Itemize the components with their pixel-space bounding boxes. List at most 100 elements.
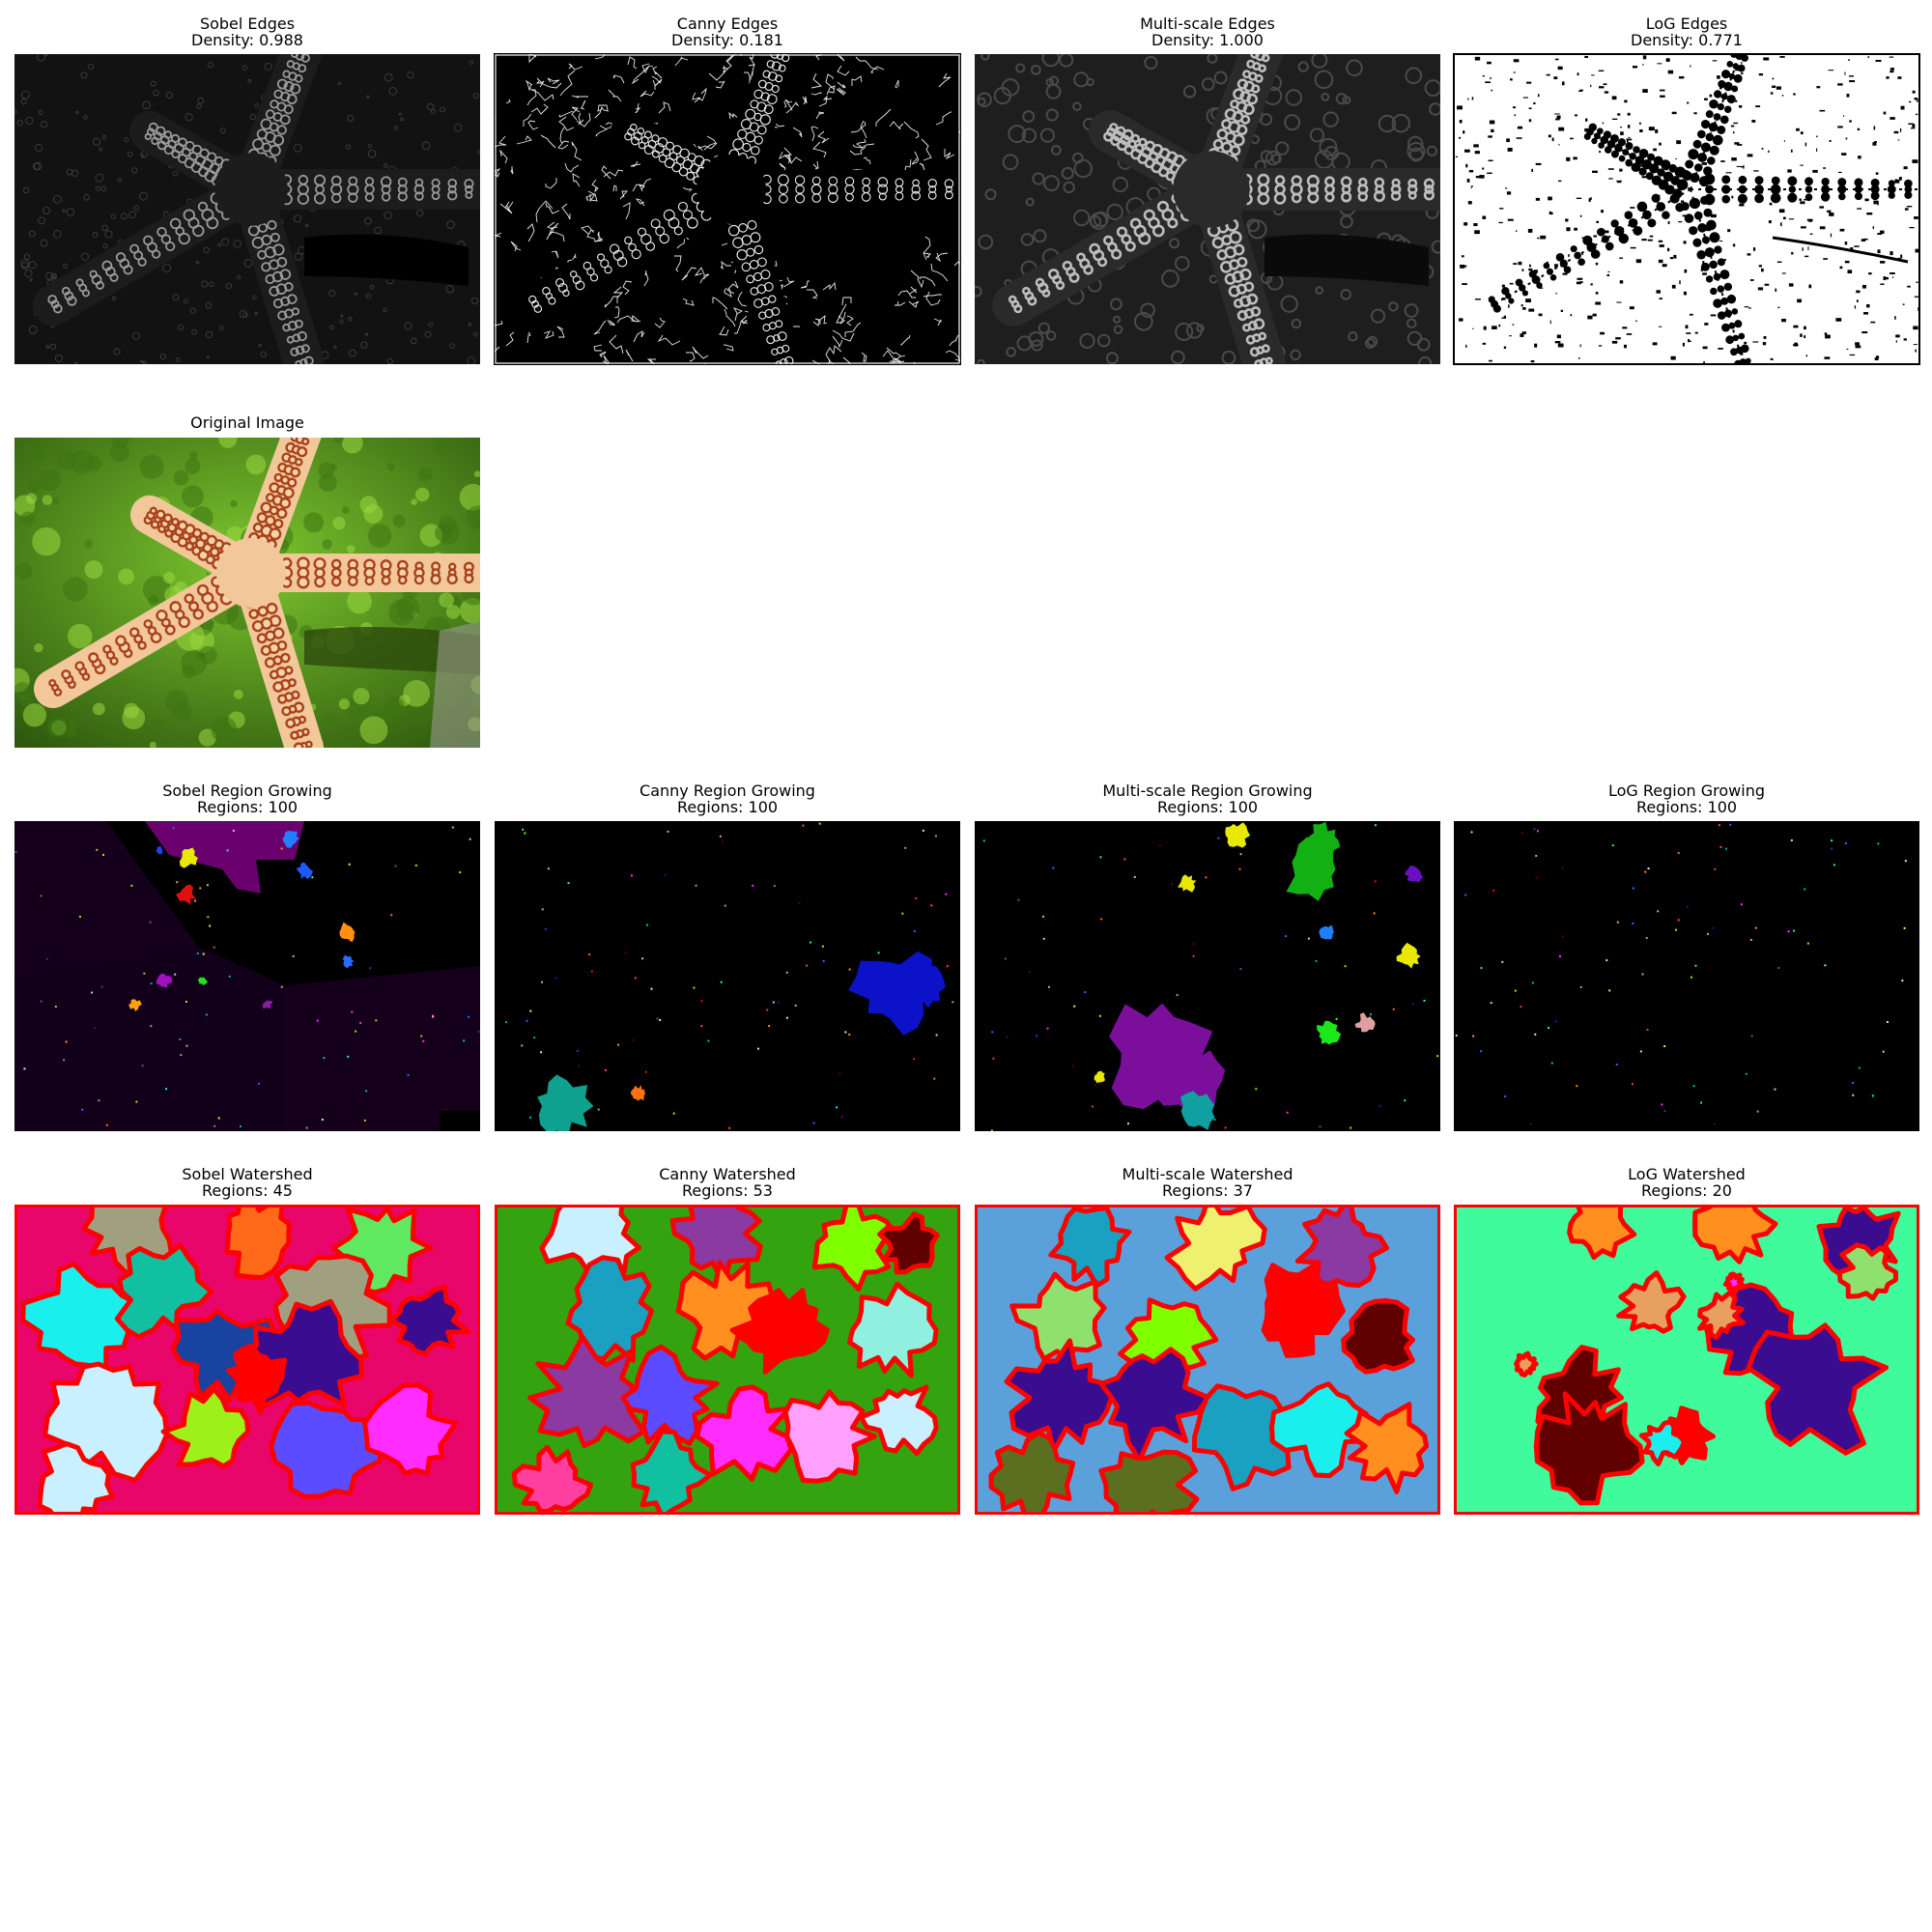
texture-blur <box>1406 318 1417 329</box>
starfish-plate <box>156 610 168 622</box>
noise-speck <box>1522 97 1528 99</box>
region-seed <box>1792 929 1795 932</box>
region-blob <box>899 964 946 1009</box>
edge-contour <box>594 231 603 242</box>
starfish-plate <box>283 81 295 92</box>
algae-clump <box>211 717 238 744</box>
algae-clump <box>459 483 480 511</box>
region-dark-b <box>14 947 285 1131</box>
starfish-plate <box>1787 176 1798 186</box>
starfish-plate <box>1582 235 1593 245</box>
starfish-plate <box>1625 158 1634 167</box>
texture-speck <box>393 126 398 130</box>
region-seed <box>105 1123 108 1126</box>
starfish-plate <box>630 124 638 131</box>
noise-speck <box>1835 318 1842 322</box>
region-seed <box>1370 1013 1373 1016</box>
starfish-plate <box>364 192 375 202</box>
watershed-region <box>1294 1205 1390 1290</box>
region-seed <box>1641 973 1644 976</box>
panel-title: Canny Edges Density: 0.181 <box>495 15 960 48</box>
panel-title: Sobel Region Growing Regions: 100 <box>14 782 480 815</box>
algae-clump <box>332 516 346 530</box>
starfish-plate <box>1700 142 1711 153</box>
region-seed <box>1718 824 1720 827</box>
starfish-plate <box>413 184 425 195</box>
starfish-plate <box>861 191 871 202</box>
noise-speck <box>1483 326 1487 330</box>
region-seed <box>785 1016 788 1019</box>
texture-speck <box>411 337 417 345</box>
noise-speck <box>1843 115 1845 117</box>
watershed-border <box>1454 1205 1919 1515</box>
noise-speck <box>1757 287 1764 291</box>
texture-blur <box>1335 93 1348 105</box>
edge-contour <box>784 99 793 111</box>
region-seed <box>469 838 471 840</box>
algae-clump <box>139 454 164 479</box>
starfish-plate <box>272 243 285 256</box>
edge-contour <box>930 263 949 282</box>
texture-speck <box>101 224 108 232</box>
starfish-plate <box>927 190 937 200</box>
starfish-plate <box>272 134 285 146</box>
noise-speck <box>1669 257 1674 260</box>
texture-blur <box>984 188 997 201</box>
noise-speck <box>1635 259 1642 264</box>
algae-clump <box>367 524 392 548</box>
noise-speck <box>1687 101 1690 104</box>
texture-blur <box>1365 338 1376 349</box>
noise-speck <box>1504 187 1508 189</box>
starfish-plate <box>637 227 647 237</box>
region-seed <box>1844 842 1847 845</box>
region-seed <box>1804 888 1806 891</box>
region-seed <box>23 1067 26 1070</box>
starfish-plate <box>762 70 771 78</box>
texture-speck <box>206 355 210 359</box>
watershed-region <box>1514 1350 1539 1378</box>
texture-speck <box>83 115 88 120</box>
noise-speck <box>1527 228 1533 233</box>
noise-speck <box>1678 76 1685 79</box>
starfish-plate <box>279 269 292 280</box>
texture-speck <box>185 113 193 122</box>
texture-blur <box>1090 212 1108 230</box>
texture-blur <box>1370 308 1386 324</box>
region-seed <box>772 1001 775 1004</box>
canny-edge-image <box>494 53 961 365</box>
texture-blur <box>1297 61 1309 72</box>
algae-clump <box>46 717 68 738</box>
texture-blur <box>1073 209 1091 227</box>
region-seed <box>1133 875 1136 878</box>
edge-contour <box>527 120 539 130</box>
texture-speck <box>407 71 414 79</box>
panel-title-name: Multi-scale Region Growing <box>1102 781 1313 800</box>
texture-blur <box>1391 113 1411 133</box>
texture-blur <box>1175 322 1194 341</box>
noise-speck <box>1702 261 1705 265</box>
texture-speck <box>184 298 188 304</box>
region-seed <box>369 967 372 970</box>
original-photo <box>14 438 480 748</box>
starfish-plate <box>300 54 310 63</box>
region-seed <box>1520 1006 1522 1009</box>
texture-speck <box>63 264 68 269</box>
starfish-plate <box>178 615 190 629</box>
noise-speck <box>1570 137 1574 140</box>
texture-speck <box>195 260 200 265</box>
noise-speck <box>1755 105 1761 108</box>
starfish-plate <box>266 602 278 615</box>
texture-speck <box>197 97 205 104</box>
noise-speck <box>1762 342 1767 346</box>
starfish-plate <box>773 334 781 342</box>
starfish-plate <box>1603 130 1611 139</box>
edge-contour <box>608 89 622 102</box>
starfish-plate <box>1546 268 1553 275</box>
noise-speck <box>1490 76 1492 80</box>
texture-blur <box>1271 153 1282 164</box>
region-seed <box>812 1122 815 1124</box>
region-blob <box>1317 1020 1342 1045</box>
texture-blur <box>1045 108 1059 122</box>
region-blob <box>175 884 197 905</box>
starfish-plate <box>745 131 756 143</box>
